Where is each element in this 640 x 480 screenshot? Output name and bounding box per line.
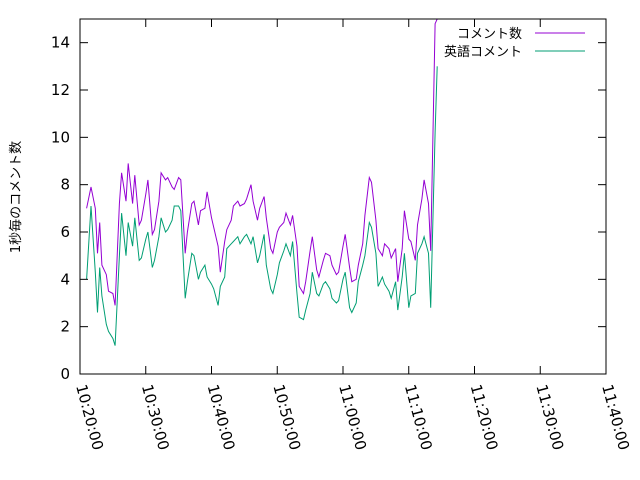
legend-label-1: コメント数 [457,27,522,42]
y-tick-label: 0 [60,365,70,383]
series-layer [86,19,438,346]
y-tick-label: 4 [60,270,70,288]
legend-label-2: 英語コメント [444,44,522,60]
series-line-2 [86,66,438,346]
y-axis-label: 1秒毎のコメント数 [8,141,24,253]
series-line-1 [86,19,438,306]
y-tick-label: 2 [60,318,70,336]
y-tick-label: 12 [51,81,70,99]
y-tick-label: 8 [60,176,70,194]
y-tick-label: 14 [51,34,70,52]
y-tick-label: 10 [51,128,70,146]
y-tick-label: 6 [60,223,70,241]
